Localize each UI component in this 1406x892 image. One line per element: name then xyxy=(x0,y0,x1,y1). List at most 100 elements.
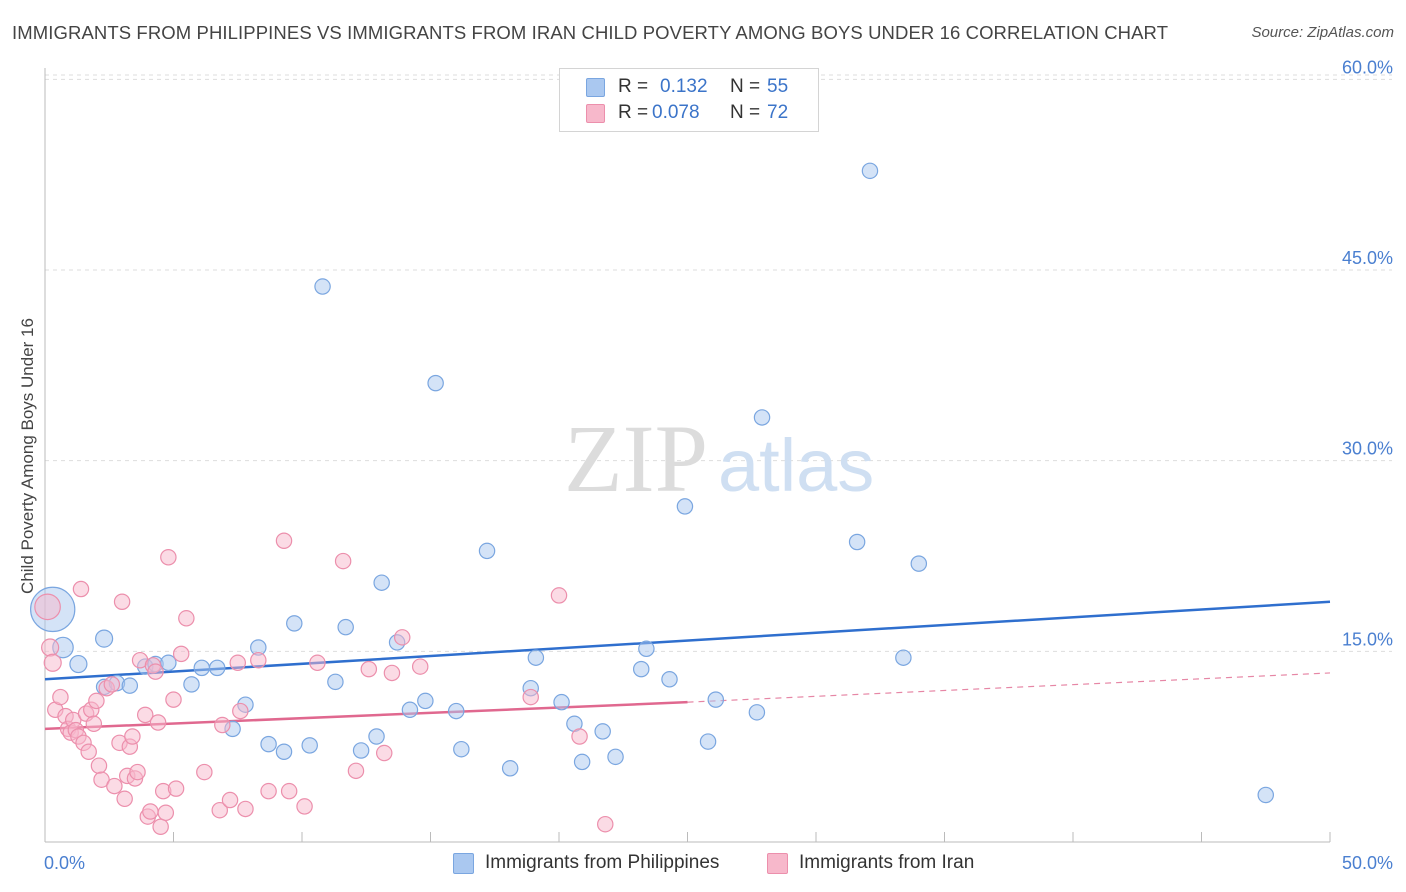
data-point-iran xyxy=(214,716,231,734)
data-point-philippines xyxy=(337,618,354,636)
data-point-iran xyxy=(393,629,411,646)
data-point-philippines xyxy=(301,737,318,754)
data-point-philippines xyxy=(401,701,419,719)
legend-n-label: N = xyxy=(730,102,761,123)
data-point-philippines xyxy=(748,704,766,721)
data-point-iran xyxy=(85,715,103,733)
data-point-iran xyxy=(275,532,293,549)
data-point-philippines xyxy=(594,723,611,740)
data-point-philippines xyxy=(160,654,177,672)
data-point-philippines xyxy=(121,677,139,694)
data-point-iran xyxy=(149,714,167,731)
gridlines xyxy=(45,74,1392,652)
data-points xyxy=(30,162,1274,835)
data-point-philippines xyxy=(707,691,725,708)
data-point-philippines xyxy=(638,640,655,658)
data-point-iran xyxy=(142,803,159,820)
data-point-iran xyxy=(221,791,239,809)
data-point-iran xyxy=(43,653,62,672)
data-point-philippines xyxy=(553,693,570,711)
y-tick-label: 60.0% xyxy=(1342,57,1393,77)
data-point-philippines xyxy=(208,659,226,677)
data-point-philippines xyxy=(427,374,444,392)
data-point-philippines xyxy=(327,673,344,691)
legend-label-iran: Immigrants from Iran xyxy=(799,852,975,873)
data-point-iran xyxy=(136,706,154,724)
legend-r-label: R = xyxy=(618,102,649,123)
x-tick-label: 0.0% xyxy=(44,853,85,873)
data-point-iran xyxy=(90,757,108,774)
legend-n-value: 72 xyxy=(767,102,789,123)
data-point-iran xyxy=(375,744,393,762)
data-point-iran xyxy=(196,763,213,781)
data-point-iran xyxy=(383,664,401,682)
data-point-iran xyxy=(34,593,61,621)
data-point-iran xyxy=(260,782,277,800)
data-point-philippines xyxy=(275,743,293,761)
data-point-philippines xyxy=(373,574,390,591)
data-point-philippines xyxy=(314,278,331,295)
data-point-iran xyxy=(309,654,326,672)
data-point-iran xyxy=(124,728,141,745)
legend-swatch-iran xyxy=(767,853,788,874)
data-point-iran xyxy=(571,728,588,745)
data-point-iran xyxy=(334,552,352,570)
data-point-philippines xyxy=(753,409,771,426)
data-point-iran xyxy=(103,676,121,693)
legend-swatch-iran xyxy=(586,104,605,123)
data-point-iran xyxy=(160,549,177,566)
legend-r-label: R = xyxy=(618,76,649,97)
data-point-philippines xyxy=(661,671,678,688)
data-point-philippines xyxy=(193,659,211,677)
data-point-iran xyxy=(178,610,195,627)
data-point-iran xyxy=(172,645,190,663)
data-point-philippines xyxy=(95,629,114,648)
legend-swatch-philippines xyxy=(453,853,474,874)
data-point-philippines xyxy=(848,533,866,551)
data-point-iran xyxy=(522,688,539,706)
data-point-iran xyxy=(113,593,131,611)
data-point-iran xyxy=(157,804,175,822)
data-point-iran xyxy=(360,660,378,678)
data-point-philippines xyxy=(676,498,694,515)
legend-r-value: 0.078 xyxy=(652,102,700,123)
chart-title: IMMIGRANTS FROM PHILIPPINES VS IMMIGRANT… xyxy=(12,22,1169,43)
y-tick-label: 45.0% xyxy=(1342,248,1393,268)
data-point-iran xyxy=(72,580,90,598)
data-point-iran xyxy=(347,762,365,780)
data-point-philippines xyxy=(69,654,88,674)
data-point-iran xyxy=(152,818,169,835)
data-point-philippines xyxy=(260,735,277,753)
data-point-philippines xyxy=(527,649,545,666)
data-point-iran xyxy=(52,688,69,706)
data-point-iran xyxy=(80,743,97,761)
watermark-atlas: atlas xyxy=(718,424,874,507)
y-tick-label: 15.0% xyxy=(1342,629,1393,649)
data-point-iran xyxy=(147,663,164,680)
data-point-philippines xyxy=(632,660,650,678)
data-point-iran xyxy=(250,651,267,669)
legend-n-value: 55 xyxy=(767,76,789,97)
data-point-iran xyxy=(129,763,146,781)
data-point-philippines xyxy=(573,753,591,771)
data-point-iran xyxy=(237,800,254,818)
data-point-philippines xyxy=(447,702,465,720)
data-point-philippines xyxy=(910,555,928,572)
data-point-philippines xyxy=(417,692,434,710)
data-point-iran xyxy=(165,691,182,708)
y-tick-label: 30.0% xyxy=(1342,439,1393,459)
data-point-philippines xyxy=(501,760,519,777)
zipatlas-watermark: ZIP atlas xyxy=(564,405,874,512)
data-point-iran xyxy=(411,658,429,675)
data-point-philippines xyxy=(1257,786,1274,804)
trend-line-extension-iran xyxy=(687,672,1331,703)
legend-swatch-philippines xyxy=(586,78,605,97)
data-point-philippines xyxy=(453,740,470,758)
data-point-iran xyxy=(296,798,313,815)
correlation-legend: R = 0.132 N = 55 R = 0.078 N = 72 xyxy=(559,68,819,132)
y-axis-label: Child Poverty Among Boys Under 16 xyxy=(18,318,37,594)
watermark-zip: ZIP xyxy=(564,405,708,512)
data-point-philippines xyxy=(699,733,717,750)
data-point-philippines xyxy=(183,676,200,693)
